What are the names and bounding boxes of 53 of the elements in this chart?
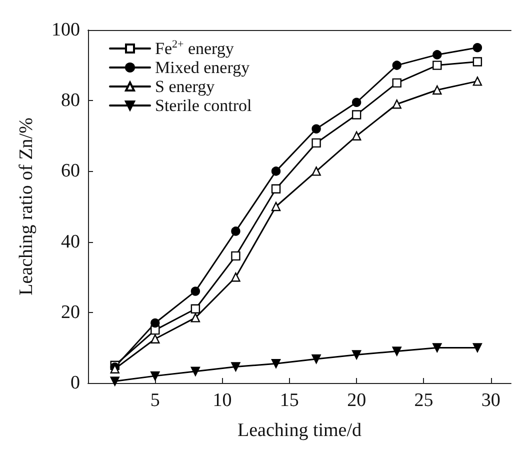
point — [271, 184, 281, 194]
point — [190, 304, 200, 314]
y-tick-label: 20 — [61, 302, 80, 323]
point — [231, 226, 240, 236]
point — [312, 138, 321, 148]
point — [231, 362, 240, 372]
point — [190, 313, 200, 322]
point — [271, 166, 281, 176]
point — [231, 272, 240, 282]
point — [352, 110, 362, 120]
point — [271, 202, 281, 212]
x-tick-label: 25 — [414, 390, 434, 411]
point — [432, 60, 442, 70]
point — [392, 78, 402, 88]
point — [432, 343, 442, 352]
point — [472, 343, 482, 352]
y-tick-label: 40 — [61, 231, 80, 252]
point — [312, 354, 321, 364]
point — [472, 57, 482, 66]
point — [150, 371, 160, 381]
point — [432, 50, 442, 60]
y-axis-title: Leaching ratio of Zn/% — [16, 117, 37, 296]
point — [150, 334, 160, 344]
y-tick-label: 0 — [70, 372, 80, 394]
y-tick-label: 100 — [52, 20, 80, 40]
x-tick-label: 30 — [481, 390, 500, 411]
x-tick-label: 15 — [280, 390, 299, 411]
point — [352, 98, 362, 107]
point — [231, 251, 240, 261]
legend-label: S energy — [155, 77, 216, 96]
x-tick-label: 20 — [347, 390, 366, 411]
point — [432, 85, 442, 95]
point — [312, 124, 321, 134]
point — [190, 366, 200, 376]
point — [352, 350, 362, 360]
x-tick-label: 5 — [150, 390, 160, 411]
point — [271, 358, 281, 368]
point — [312, 166, 321, 176]
point — [472, 43, 482, 52]
x-tick-label: 10 — [212, 390, 232, 411]
point — [472, 76, 482, 86]
point — [150, 318, 160, 328]
legend-label: Sterile control — [155, 96, 252, 115]
point — [392, 60, 402, 70]
point — [110, 376, 120, 386]
point — [392, 346, 402, 356]
y-tick-label: 80 — [61, 90, 80, 112]
x-axis-title: Leaching time/d — [238, 420, 362, 441]
y-tick-label: 60 — [61, 160, 80, 182]
point — [352, 131, 362, 140]
point — [392, 100, 402, 109]
point — [190, 286, 200, 296]
legend-label: Mixed energy — [155, 58, 250, 77]
